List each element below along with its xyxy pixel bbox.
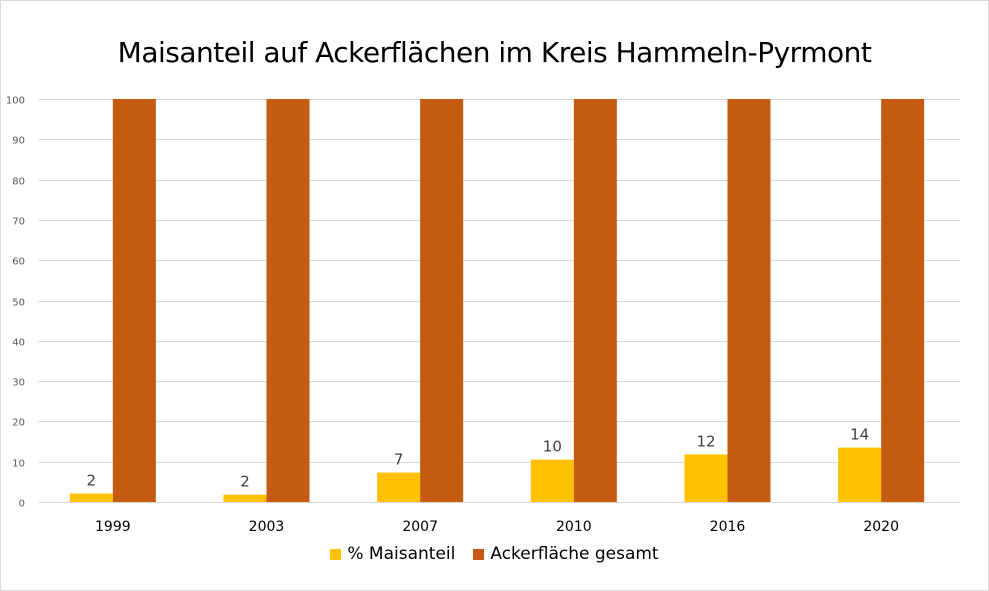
bar-ackerflaeche-1999	[112, 99, 156, 502]
x-tick-label-2007: 2007	[402, 519, 438, 535]
data-label-2007: 7	[394, 451, 404, 469]
bar-ackerflaeche-2020	[881, 99, 925, 502]
y-tick-label: 50	[12, 298, 25, 309]
data-label-2016: 12	[696, 432, 715, 450]
bar-maisanteil-2020	[838, 447, 882, 502]
x-axis-ticks: 1999 2003 2007 2010 2016 2020	[95, 519, 899, 535]
bar-maisanteil-1999	[69, 493, 113, 502]
y-tick-label: 10	[12, 459, 25, 470]
bar-ackerflaeche-2016	[727, 99, 771, 502]
data-label-2003: 2	[240, 473, 250, 491]
bar-ackerflaeche-2007	[420, 99, 464, 502]
x-tick-label-2010: 2010	[556, 519, 592, 535]
data-label-2010: 10	[543, 438, 562, 456]
data-label-2020: 14	[850, 426, 869, 444]
legend-swatch-maisanteil	[330, 548, 342, 560]
bars	[69, 99, 925, 502]
y-tick-label: 40	[12, 338, 25, 349]
bar-ackerflaeche-2010	[573, 99, 617, 502]
chart-title: Maisanteil auf Ackerflächen im Kreis Ham…	[117, 36, 872, 69]
bar-ackerflaeche-2003	[266, 99, 310, 502]
x-tick-label-2003: 2003	[249, 519, 285, 535]
y-tick-label: 70	[12, 217, 25, 228]
x-tick-label-2020: 2020	[863, 519, 899, 535]
y-axis-ticks: 0 10 20 30 40 50 60 70 80 90 100	[6, 96, 25, 510]
x-tick-label-2016: 2016	[710, 519, 746, 535]
y-tick-label: 30	[12, 378, 25, 389]
bar-maisanteil-2016	[684, 454, 728, 502]
x-tick-label-1999: 1999	[95, 519, 131, 535]
y-tick-label: 20	[12, 418, 25, 429]
legend-swatch-ackerflaeche	[473, 548, 485, 560]
legend-label-maisanteil: % Maisanteil	[347, 544, 456, 564]
bar-maisanteil-2003	[223, 494, 267, 502]
gridlines	[38, 99, 960, 503]
y-tick-label: 100	[6, 96, 25, 107]
legend-label-ackerflaeche: Ackerfläche gesamt	[490, 544, 659, 564]
y-tick-label: 60	[12, 257, 25, 268]
data-label-1999: 2	[87, 472, 97, 490]
y-tick-label: 80	[12, 177, 25, 188]
legend: % Maisanteil Ackerfläche gesamt	[0, 544, 989, 564]
y-tick-label: 90	[12, 136, 25, 147]
legend-item-ackerflaeche: Ackerfläche gesamt	[473, 544, 659, 564]
legend-item-maisanteil: % Maisanteil	[330, 544, 455, 564]
data-labels: 2 2 7 10 12 14	[87, 426, 870, 491]
y-tick-label: 0	[19, 499, 25, 510]
bar-maisanteil-2010	[530, 459, 574, 502]
bar-maisanteil-2007	[377, 472, 421, 502]
